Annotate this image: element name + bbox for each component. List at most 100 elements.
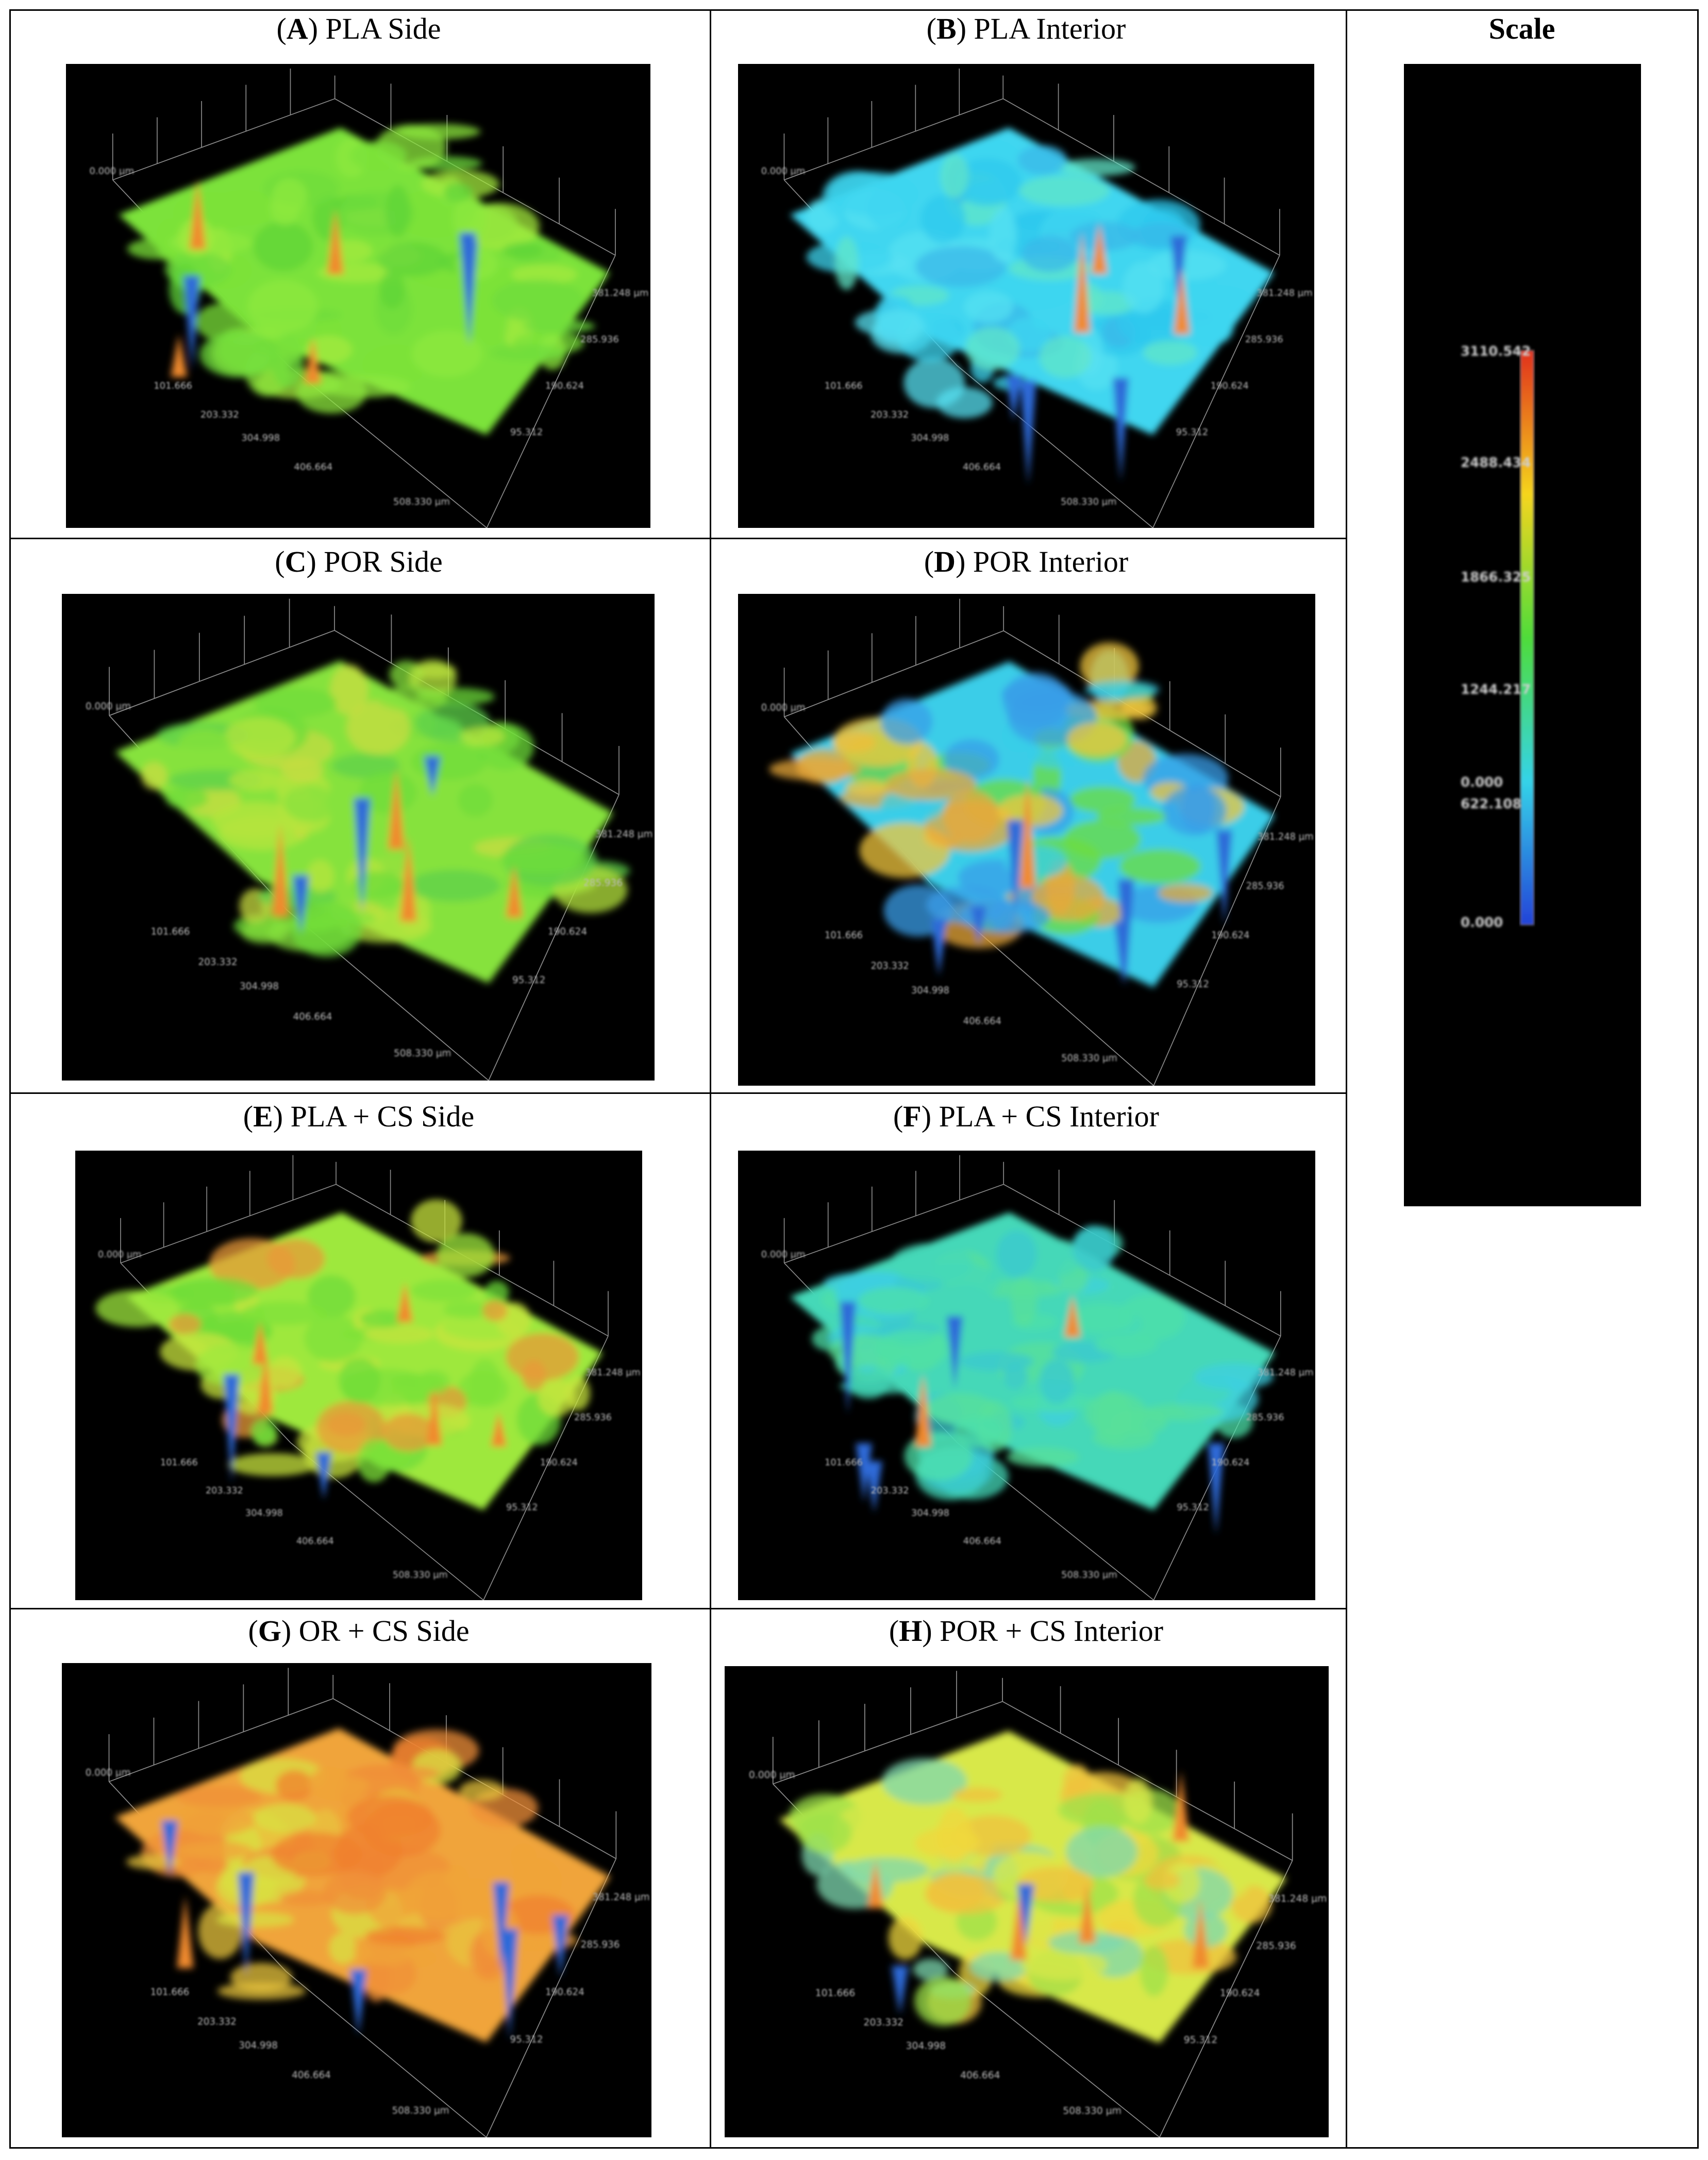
color-scale-svg: 3110.542 2488.434 1866.325 1244.217 0.00…	[1461, 344, 1534, 931]
axis-tick-label: 304.998	[911, 1508, 949, 1519]
axis-tick-label: 285.936	[574, 1413, 612, 1423]
scale-tick-5: 622.108	[1461, 796, 1521, 812]
axis-tick-label: 381.248 µm	[1258, 832, 1314, 843]
scale-title: Scale	[1488, 12, 1555, 45]
panel-title-h: (H) POR + CS Interior	[889, 1614, 1164, 1648]
axis-tick-label: 381.248 µm	[1268, 1893, 1327, 1904]
figure-table	[9, 9, 1699, 2149]
axis-tick-label: 95.312	[510, 427, 543, 438]
panel-title-a: (A) PLA Side	[276, 12, 441, 45]
scale-tick-0: 3110.542	[1461, 344, 1531, 359]
axis-tick-label: 95.312	[506, 1503, 538, 1513]
surface-plot-por-cs-interior: 101.666 203.332 304.998 406.664 508.330 µm 95…	[725, 1666, 1329, 2137]
axis-tick-label: 381.248 µm	[593, 1892, 650, 1903]
axis-tick-label: 406.664	[293, 1011, 332, 1022]
column-divider-2	[1346, 11, 1347, 2147]
axis-tick-label: 508.330 µm	[394, 1048, 451, 1059]
axis-tick-label: 203.332	[198, 957, 238, 968]
surface-plot-pla-cs-side: 101.666 203.332 304.998 406.664 508.330 µm 95…	[75, 1151, 642, 1600]
axis-tick-label: 285.936	[583, 877, 623, 888]
axis-tick-label: 406.664	[963, 461, 1001, 472]
axis-tick-label: 304.998	[241, 433, 280, 443]
surface-svg: 101.666 203.332 304.998 406.664 508.330 µm 95…	[761, 69, 1313, 528]
axis-tick-label: 203.332	[197, 2016, 237, 2027]
color-scale-panel: 3110.542 2488.434 1866.325 1244.217 0.00…	[1404, 64, 1641, 1206]
axis-tick-label: 203.332	[200, 409, 239, 420]
panel-title-f: (F) PLA + CS Interior	[893, 1100, 1160, 1133]
surface-plot-por-side: 101.666 203.332 304.998 406.664 508.330 µm 95…	[62, 594, 655, 1081]
axis-tick-label: 203.332	[870, 409, 909, 420]
surface-plot-pla-side: 101.666 203.332 304.998 406.664 508.330 µm 95…	[66, 64, 650, 528]
axis-tick-label: 95.312	[510, 2034, 543, 2045]
surface	[114, 1728, 610, 2042]
surface	[115, 659, 630, 984]
color-scale-bar	[1520, 350, 1534, 925]
axis-tick-label: 406.664	[960, 2070, 1000, 2081]
axis-tick-label: 381.248 µm	[595, 829, 652, 840]
axis-tick-label: 0.000 µm	[98, 1250, 141, 1260]
axis-tick-label: 101.666	[151, 926, 190, 937]
panel-title-g: (G) OR + CS Side	[248, 1614, 470, 1648]
axis-tick-label: 203.332	[864, 2017, 903, 2028]
column-divider-1	[710, 11, 711, 2147]
axis-tick-label: 285.936	[581, 1939, 620, 1950]
row-divider-2	[11, 1092, 1347, 1094]
axis-tick-label: 95.312	[1177, 1503, 1209, 1513]
axis-tick-label: 101.666	[150, 1987, 190, 1998]
axis-tick-label: 406.664	[294, 462, 332, 473]
axis-tick-label: 0.000 µm	[749, 1770, 795, 1781]
axis-tick-label: 381.248 µm	[592, 288, 649, 298]
axis-tick-label: 508.330 µm	[1061, 1570, 1117, 1581]
axis-tick-label: 101.666	[825, 1458, 863, 1468]
axis-tick-label: 381.248 µm	[1258, 1368, 1314, 1378]
axis-tick-label: 381.248 µm	[1257, 288, 1312, 298]
surface	[119, 124, 610, 435]
axis-tick-label: 406.664	[963, 1016, 1001, 1027]
axis-tick-label: 508.330 µm	[392, 2105, 449, 2116]
row-divider-1	[11, 538, 1347, 539]
axis-tick-label: 190.624	[1211, 1458, 1249, 1468]
axis-tick-label: 304.998	[239, 2040, 278, 2051]
axis-tick-label: 101.666	[160, 1457, 198, 1468]
axis-tick-label: 0.000 µm	[89, 166, 134, 177]
scale-tick-6: 0.000	[1461, 915, 1503, 931]
row-divider-3	[11, 1608, 1347, 1609]
surface	[779, 1731, 1286, 2043]
surface-plot-pla-cs-interior: 101.666 203.332 304.998 406.664 508.330 µm 95…	[738, 1151, 1315, 1600]
axis-tick-label: 304.998	[906, 2041, 946, 2052]
axis-tick-label: 285.936	[1245, 334, 1283, 345]
axis-tick-label: 304.998	[911, 433, 949, 443]
surface	[95, 1199, 602, 1510]
axis-tick-label: 285.936	[580, 334, 619, 345]
surface-svg: 101.666 203.332 304.998 406.664 508.330 µm 95…	[749, 1671, 1327, 2137]
axis-tick-label: 203.332	[206, 1486, 243, 1496]
axis-tick-label: 508.330 µm	[393, 1570, 448, 1580]
axis-tick-label: 285.936	[1256, 1941, 1296, 1952]
axis-tick-label: 285.936	[1246, 880, 1284, 892]
axis-tick-label: 190.624	[540, 1457, 578, 1468]
axis-tick-label: 95.312	[1176, 427, 1209, 438]
surface-svg: 101.666 203.332 304.998 406.664 508.330 µm 95…	[761, 599, 1314, 1086]
axis-tick-label: 0.000 µm	[761, 1250, 806, 1260]
axis-tick-label: 304.998	[911, 985, 949, 996]
panel-title-b: (B) PLA Interior	[926, 12, 1126, 45]
surface-svg: 101.666 203.332 304.998 406.664 508.330 µm 95…	[86, 1668, 650, 2137]
axis-tick-label: 95.312	[1177, 979, 1209, 990]
axis-tick-label: 508.330 µm	[1061, 1053, 1117, 1064]
axis-tick-label: 406.664	[292, 2070, 331, 2081]
surface-svg: 101.666 203.332 304.998 406.664 508.330 µm 95…	[89, 69, 649, 528]
axis-tick-label: 203.332	[871, 960, 909, 972]
panel-title-d: (D) POR Interior	[924, 545, 1129, 578]
axis-tick-label: 381.248 µm	[585, 1368, 641, 1378]
surface	[768, 642, 1275, 988]
axis-tick-label: 101.666	[154, 380, 192, 391]
axis-tick-label: 101.666	[815, 1988, 855, 1999]
axis-tick-label: 508.330 µm	[393, 496, 450, 507]
axis-tick-label: 101.666	[825, 929, 863, 941]
axis-tick-label: 304.998	[245, 1508, 283, 1519]
scale-tick-2: 1866.325	[1461, 570, 1531, 585]
scale-tick-1: 2488.434	[1461, 455, 1531, 471]
axis-tick-label: 0.000 µm	[761, 166, 806, 177]
axis-tick-label: 285.936	[1246, 1413, 1284, 1423]
axis-tick-label: 508.330 µm	[1061, 496, 1116, 507]
